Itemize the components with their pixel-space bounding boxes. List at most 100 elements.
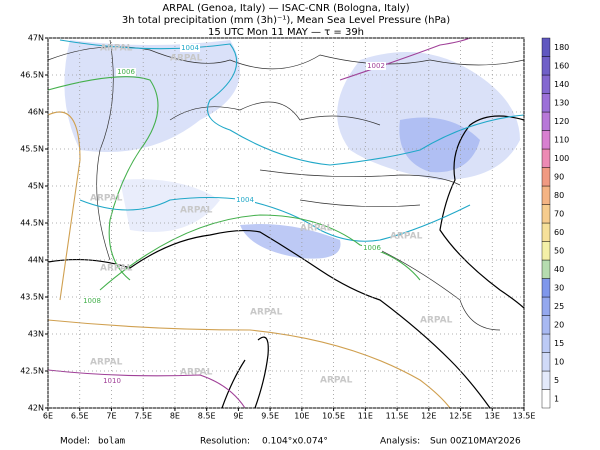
colorbar-cell — [541, 241, 551, 261]
colorbar-label: 40 — [554, 265, 564, 274]
contour-label: 1002 — [367, 62, 385, 70]
contour-label-bg — [366, 62, 386, 70]
watermark: ARPAL — [300, 224, 333, 234]
x-tick-label: 8.5E — [198, 412, 216, 421]
colorbar-label: 25 — [554, 302, 564, 311]
x-tick-label: 7E — [106, 412, 116, 421]
precip-area — [399, 117, 480, 173]
contour-label: 1004 — [181, 44, 199, 52]
contour-label: 1008 — [83, 297, 101, 305]
isobar — [47, 76, 159, 281]
x-tick-label: 9.5E — [261, 412, 279, 421]
colorbar-label: 130 — [554, 98, 569, 107]
isobar — [59, 39, 525, 166]
y-tick-label: 43.5N — [20, 293, 44, 302]
footer-label: Analysis: — [380, 437, 420, 447]
colorbar-cell — [541, 74, 551, 94]
watermark: ARPAL — [250, 308, 283, 318]
x-tick-label: 10E — [294, 412, 309, 421]
contour-label: 1006 — [117, 68, 135, 76]
colorbar-label: 5 — [554, 376, 559, 385]
header-line: 15 UTC Mon 11 MAY — τ = 39h — [208, 27, 364, 38]
precip-area — [240, 224, 341, 259]
colorbar-cell — [541, 148, 551, 168]
coastlines — [47, 39, 525, 409]
y-tick-label: 44.5N — [20, 219, 44, 228]
colorbar-cell — [541, 93, 551, 113]
border — [169, 101, 381, 126]
colorbar-label: 180 — [554, 43, 569, 52]
y-tick-label: 42N — [28, 404, 44, 413]
coastline — [439, 115, 525, 309]
colorbar-cell — [541, 370, 551, 390]
colorbar-label: 160 — [554, 61, 569, 70]
isobar — [47, 369, 246, 409]
colorbar-cell — [541, 389, 551, 409]
contour-label: 1004 — [236, 196, 254, 204]
watermark: ARPAL — [390, 232, 423, 242]
colorbar-cell — [541, 296, 551, 316]
border — [96, 39, 114, 261]
border — [259, 169, 461, 208]
x-tick-label: 12E — [421, 412, 436, 421]
x-tick-label: 12.5E — [449, 412, 472, 421]
watermark: ARPAL — [320, 376, 353, 386]
colorbar-cell — [541, 222, 551, 242]
border — [379, 249, 501, 331]
precip-area — [120, 179, 220, 232]
y-tick-label: 46N — [28, 108, 44, 117]
y-tick-label: 47N — [28, 34, 44, 43]
isobar — [339, 37, 471, 81]
contour-label-bg — [82, 297, 102, 305]
y-tick-label: 45N — [28, 182, 44, 191]
y-tick-label: 45.5N — [20, 145, 44, 154]
x-tick-label: 9E — [233, 412, 243, 421]
x-tick-label: 11E — [358, 412, 373, 421]
footer-label: Resolution: — [200, 437, 250, 447]
isobars — [47, 37, 525, 409]
header-line: ARPAL (Genoa, Italy) — ISAC-CNR (Bologna… — [162, 3, 409, 14]
colorbar-cell — [541, 56, 551, 76]
colorbar-label: 110 — [554, 135, 569, 144]
contour-label-bg — [180, 44, 200, 52]
x-tick-label: 10.5E — [322, 412, 345, 421]
y-tick-label: 46.5N — [20, 71, 44, 80]
colorbar-cell — [541, 111, 551, 131]
contour-label-bg — [102, 377, 122, 385]
watermark: ARPAL — [170, 54, 203, 64]
colorbar-label: 70 — [554, 209, 564, 218]
colorbar-cell — [541, 278, 551, 298]
colorbar-cell — [541, 167, 551, 187]
isobar — [99, 214, 421, 291]
x-tick-label: 13.5E — [513, 412, 536, 421]
watermark: ARPAL — [90, 194, 123, 204]
y-tick-label: 42.5N — [20, 367, 44, 376]
footer-label: Model: — [60, 437, 90, 447]
precip-area — [64, 40, 240, 152]
y-tick-label: 43N — [28, 330, 44, 339]
colorbar-label: 30 — [554, 283, 564, 292]
footer-value: bolam — [98, 437, 125, 447]
colorbar-label: 10 — [554, 357, 564, 366]
colorbar-label: 140 — [554, 80, 569, 89]
coastline — [47, 229, 491, 409]
colorbar-label: 80 — [554, 191, 564, 200]
coastline — [221, 336, 269, 409]
watermark: ARPAL — [90, 358, 123, 368]
colorbar-cell — [541, 204, 551, 224]
x-tick-label: 7.5E — [134, 412, 152, 421]
x-tick-label: 13E — [485, 412, 500, 421]
frame — [47, 37, 525, 409]
y-tick-label: 44N — [28, 256, 44, 265]
watermark: ARPAL — [100, 44, 133, 54]
x-tick-label: 8E — [170, 412, 180, 421]
watermark: ARPAL — [180, 368, 213, 378]
x-tick-label: 6.5E — [71, 412, 89, 421]
contour-label: 1006 — [363, 244, 381, 252]
colorbar-label: 15 — [554, 339, 564, 348]
colorbar-label: 60 — [554, 228, 564, 237]
colorbar-label: 100 — [554, 154, 569, 163]
x-tick-label: 6E — [43, 412, 53, 421]
watermark: ARPAL — [420, 316, 453, 326]
colorbar-cell — [541, 315, 551, 335]
